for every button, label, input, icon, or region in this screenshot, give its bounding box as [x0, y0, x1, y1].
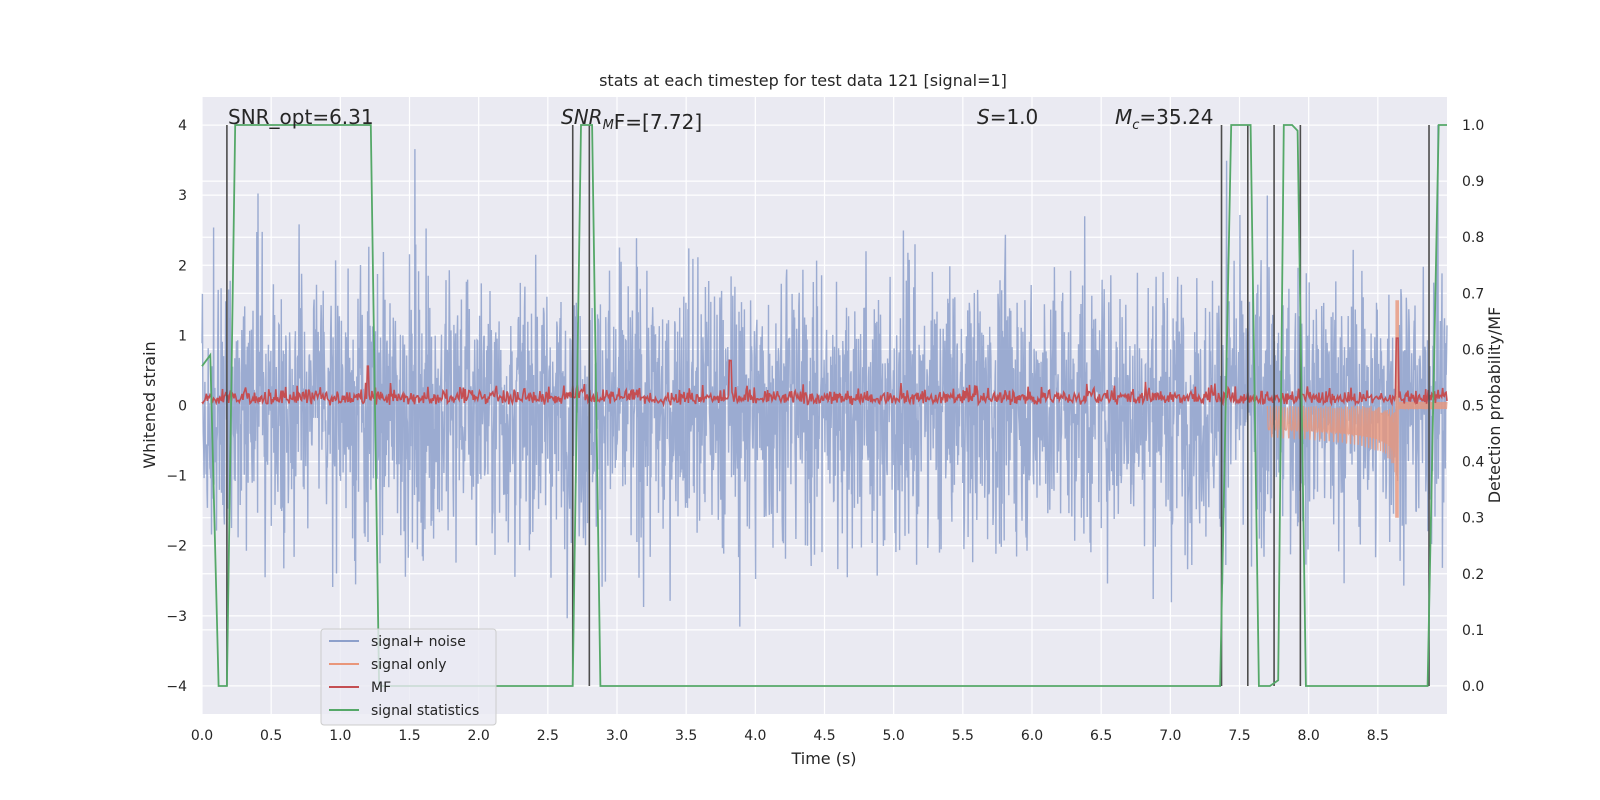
series-signal-noise	[201, 124, 1448, 627]
annotation-snr-mf: SNRMF=[7.72]	[561, 105, 702, 134]
s-italic: S	[977, 105, 990, 129]
y-left-tick-label: −2	[166, 539, 187, 555]
y-right-tick-label: 0.3	[1462, 511, 1484, 527]
chart-title: stats at each timestep for test data 121…	[599, 71, 1007, 90]
y-right-tick-label: 0.8	[1462, 230, 1484, 246]
y-right-tick-label: 0.2	[1462, 567, 1484, 583]
signal-noise-line	[201, 124, 1448, 627]
y-left-axis-label: Whitened strain	[140, 341, 159, 468]
x-tick-label: 8.5	[1367, 728, 1389, 744]
y-left-tick-label: 0	[178, 399, 187, 415]
x-tick-label: 7.5	[1228, 728, 1250, 744]
series-mf	[201, 337, 1448, 408]
annotation-mc: Mc=35.24	[1115, 105, 1213, 133]
legend-box	[320, 628, 497, 726]
y-left-tick-label: −3	[166, 609, 187, 625]
y-left-tick-label: 1	[178, 328, 187, 344]
x-tick-label: 4.0	[744, 728, 766, 744]
y-right-tick-label: 0.5	[1462, 399, 1484, 415]
y-right-axis-label: Detection probability/MF	[1485, 307, 1504, 504]
x-tick-label: 5.5	[952, 728, 974, 744]
y-right-tick-label: 0.6	[1462, 342, 1484, 358]
legend-label-signal-only: signal only	[371, 657, 446, 673]
y-left-tick-label: −4	[166, 679, 187, 695]
x-tick-label: 3.5	[675, 728, 697, 744]
legend-label-mf: MF	[371, 680, 391, 696]
mc-rest: =35.24	[1139, 105, 1213, 129]
x-tick-label: 4.5	[813, 728, 835, 744]
x-tick-label: 6.5	[1090, 728, 1112, 744]
y-left-tick-label: 2	[178, 258, 187, 274]
x-axis-label: Time (s)	[790, 749, 856, 768]
legend-label-signal-statistics: signal statistics	[371, 703, 479, 719]
signal-statistics-line	[201, 124, 1447, 687]
y-right-tick-label: 0.4	[1462, 455, 1484, 471]
mc-base: M	[1115, 105, 1132, 129]
y-right-tick-label: 1.0	[1462, 118, 1484, 134]
x-tick-label: 0.5	[260, 728, 282, 744]
x-tick-label: 2.5	[537, 728, 559, 744]
y-left-axis-ticks: −4 −3 −2 −1 0 1 2 3 4	[166, 118, 187, 695]
x-tick-label: 0.0	[191, 728, 213, 744]
y-right-tick-label: 0.7	[1462, 286, 1484, 302]
mf-line	[201, 337, 1448, 408]
x-tick-label: 6.0	[1021, 728, 1043, 744]
x-tick-label: 7.0	[1159, 728, 1181, 744]
y-right-tick-label: 0.9	[1462, 174, 1484, 190]
legend-label-signal-noise: signal+ noise	[371, 634, 466, 650]
annotation-s: S=1.0	[977, 105, 1038, 129]
mc-sub: c	[1132, 118, 1139, 133]
y-right-tick-label: 0.0	[1462, 679, 1484, 695]
snr-mf-sub: M	[603, 118, 614, 133]
y-right-tick-label: 0.1	[1462, 623, 1484, 639]
x-tick-label: 5.0	[883, 728, 905, 744]
x-tick-label: 3.0	[606, 728, 628, 744]
x-tick-label: 1.0	[329, 728, 351, 744]
snr-mf-base: SNR	[561, 105, 603, 129]
s-rest: =1.0	[990, 105, 1039, 129]
y-left-tick-label: 4	[178, 118, 187, 134]
y-left-tick-label: −1	[166, 469, 187, 485]
legend: signal+ noise signal only MF signal stat…	[320, 628, 497, 726]
series-signal-statistics	[201, 124, 1447, 687]
y-right-axis-ticks: 0.0 0.1 0.2 0.3 0.4 0.5 0.6 0.7 0.8 0.9 1.0	[1462, 118, 1484, 695]
y-left-tick-label: 3	[178, 188, 187, 204]
x-tick-label: 1.5	[398, 728, 420, 744]
x-axis-ticks: 0.0 0.5 1.0 1.5 2.0 2.5 3.0 3.5 4.0 4.5 5.0 5.5 6.0 6…	[191, 728, 1389, 744]
x-tick-label: 8.0	[1298, 728, 1320, 744]
snr-mf-rest: F=[7.72]	[614, 110, 702, 134]
detection-markers	[226, 125, 1430, 686]
annotation-snr-opt: SNR_opt=6.31	[228, 105, 374, 129]
x-tick-label: 2.0	[468, 728, 490, 744]
